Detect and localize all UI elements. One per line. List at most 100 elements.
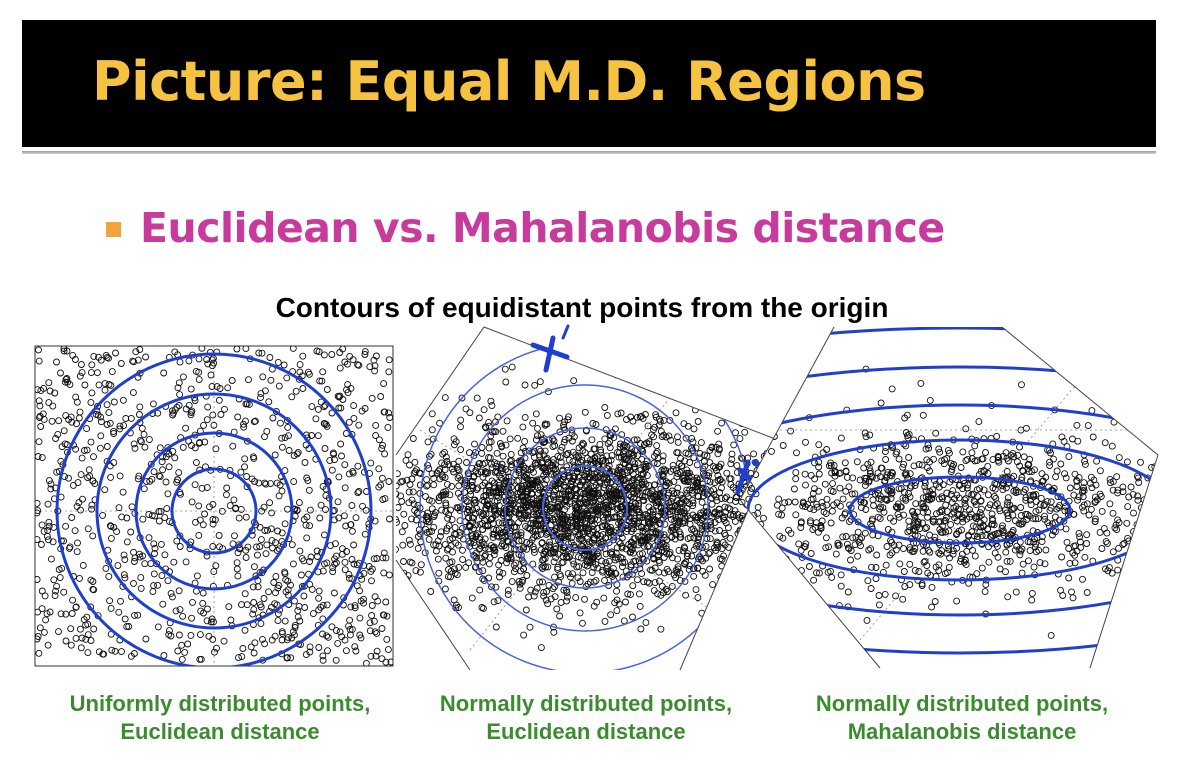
scatter-point (1066, 559, 1074, 567)
scatter-point (685, 473, 693, 480)
scatter-point (953, 597, 961, 605)
scatter-point (330, 450, 338, 458)
scatter-point (315, 644, 323, 651)
scatter-point (946, 554, 954, 562)
scatter-point (507, 554, 515, 562)
scatter-point (568, 430, 576, 438)
scatter-point (403, 476, 411, 484)
scatter-point (801, 588, 809, 595)
scatter-point (930, 518, 937, 526)
scatter-point (1043, 498, 1051, 506)
scatter-point (1034, 515, 1042, 523)
scatter-point (722, 519, 730, 527)
scatter-point (825, 543, 833, 551)
scatter-point (841, 509, 849, 517)
scatter-point (71, 356, 79, 363)
scatter-point (154, 581, 162, 589)
scatter-point (319, 601, 327, 609)
scatter-point (1155, 540, 1158, 548)
scatter-point (541, 447, 549, 455)
scatter-point (209, 543, 217, 550)
scatter-point (862, 506, 870, 513)
scatter-point (576, 482, 584, 490)
scatter-point (88, 501, 96, 509)
scatter-point (519, 423, 527, 431)
scatter-point (657, 427, 665, 435)
scatter-point (678, 498, 686, 506)
scatter-point (502, 466, 510, 473)
scatter-point (596, 471, 604, 479)
scatter-point (714, 427, 722, 435)
scatter-point (63, 347, 71, 355)
scatter-point (187, 409, 195, 416)
scatter-point (179, 373, 187, 381)
scatter-point (261, 640, 269, 648)
scatter-point (507, 550, 514, 558)
scatter-point (162, 453, 170, 461)
scatter-point (686, 469, 693, 477)
scatter-point (667, 467, 675, 475)
scatter-point (425, 465, 433, 472)
scatter-point (191, 481, 199, 489)
panel-b-contour-3 (461, 384, 709, 632)
scatter-point (193, 572, 201, 580)
scatter-point (89, 477, 97, 485)
scatter-point (538, 459, 546, 467)
scatter-point (207, 618, 215, 626)
scatter-point (191, 397, 199, 404)
scatter-point (550, 437, 558, 445)
scatter-point (362, 659, 370, 666)
scatter-point (242, 346, 250, 353)
scatter-point (647, 494, 655, 502)
scatter-point (1085, 511, 1093, 519)
scatter-point (581, 408, 589, 416)
scatter-point (224, 384, 232, 392)
scatter-point (536, 483, 544, 491)
scatter-point (274, 584, 282, 592)
scatter-point (240, 423, 248, 431)
scatter-point (176, 532, 184, 540)
scatter-point (954, 511, 962, 518)
scatter-point (77, 361, 85, 368)
scatter-point (354, 361, 362, 369)
scatter-point (744, 539, 751, 547)
scatter-point (208, 615, 216, 623)
scatter-point (105, 409, 113, 417)
scatter-point (487, 438, 495, 446)
scatter-point (911, 531, 919, 539)
scatter-point (608, 452, 616, 460)
scatter-point (651, 579, 659, 587)
scatter-point (338, 633, 346, 641)
scatter-point (334, 392, 342, 400)
scatter-point (458, 524, 466, 532)
scatter-point (563, 502, 571, 510)
scatter-point (521, 413, 529, 421)
scatter-point (79, 561, 87, 569)
scatter-point (45, 379, 53, 387)
scatter-point (336, 364, 344, 372)
scatter-point (116, 472, 124, 480)
scatter-point (72, 445, 80, 453)
scatter-point (550, 496, 558, 504)
scatter-point (449, 548, 456, 556)
scatter-point (240, 420, 247, 428)
scatter-point (51, 592, 59, 600)
scatter-point (1076, 533, 1084, 541)
scatter-point (229, 442, 237, 450)
scatter-point (313, 547, 321, 555)
scatter-point (756, 414, 764, 421)
scatter-point (703, 452, 711, 460)
scatter-point (533, 532, 541, 540)
scatter-point (137, 574, 145, 582)
title-bar (22, 20, 1156, 147)
scatter-point (899, 494, 907, 502)
scatter-point (282, 576, 290, 584)
scatter-point (683, 489, 691, 497)
scatter-point (107, 522, 115, 530)
scatter-point (994, 453, 1002, 460)
scatter-point (213, 644, 220, 652)
scatter-point (123, 514, 131, 522)
scatter-point (962, 425, 970, 433)
scatter-point (832, 469, 839, 477)
scatter-point (239, 645, 247, 652)
